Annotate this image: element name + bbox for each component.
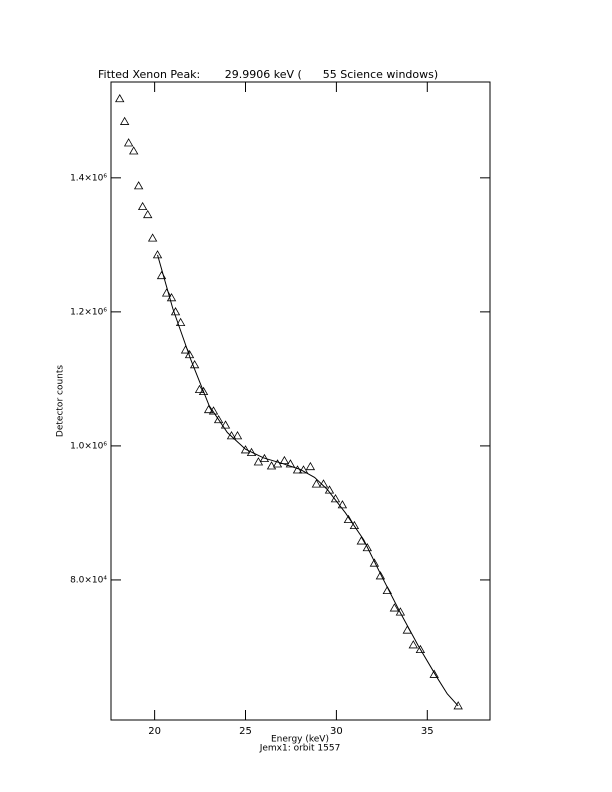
x-axis-label: Energy (keV) [271,735,329,745]
data-point [170,307,181,316]
fit-line [157,254,459,707]
footer: Jemx1: orbit 1557 [259,744,341,754]
data-point [266,461,277,470]
data-point [311,479,322,488]
data-point [208,406,219,415]
data-point [156,270,167,280]
y-axis-label: Detector counts [56,365,66,437]
data-point [137,201,148,211]
data-point [189,360,200,369]
x-tick-label: 30 [330,726,343,737]
data-point [220,420,231,429]
data-point [453,701,463,710]
data-point [184,349,195,359]
data-point [198,386,209,396]
x-tick-label: 25 [239,726,252,737]
data-point [175,317,186,326]
data-point [429,669,439,678]
data-point [272,459,283,468]
data-point [203,404,214,414]
data-point [143,209,153,219]
x-tick-label: 20 [148,726,161,737]
y-tick-label: 1.4×10⁶ [70,173,107,183]
data-point [119,116,130,125]
data-point [246,447,257,457]
data-point [240,445,251,454]
y-tick-label: 1.2×10⁶ [70,307,107,317]
data-point [343,514,354,524]
data-point [147,233,158,242]
data-point [330,494,341,503]
data-point [232,431,243,440]
plot-frame [110,81,491,721]
data-point [292,465,303,474]
data-point [213,414,224,424]
data-point [337,500,348,509]
data-point [349,520,360,530]
data-point [305,461,316,471]
data-point [161,288,172,297]
data-point [408,640,418,649]
data-point [375,571,386,580]
data-point [402,625,412,634]
data-point [123,138,134,147]
data-point [285,459,296,468]
data-point [356,536,366,545]
chart-title: Fitted Xenon Peak: 29.9906 keV ( 55 Scie… [98,68,438,81]
data-point [369,558,380,567]
data-point [279,455,290,465]
data-point [152,250,163,259]
data-point [180,345,191,354]
data-point [115,93,125,103]
data-point [415,644,426,654]
data-point [259,453,270,463]
data-point [382,585,392,595]
data-point [318,479,329,488]
data-point [389,603,400,612]
data-point [324,485,335,494]
x-tick-label: 35 [421,726,434,737]
y-tick-label: 8.0×10⁴ [70,575,107,585]
data-point [194,384,205,394]
data-point [166,292,177,302]
data-point [129,146,139,155]
data-point [298,465,309,474]
data-point [395,607,406,616]
data-point [226,431,237,440]
data-point [362,542,372,552]
y-tick-label: 1.0×10⁶ [70,441,107,451]
data-point [133,181,144,190]
